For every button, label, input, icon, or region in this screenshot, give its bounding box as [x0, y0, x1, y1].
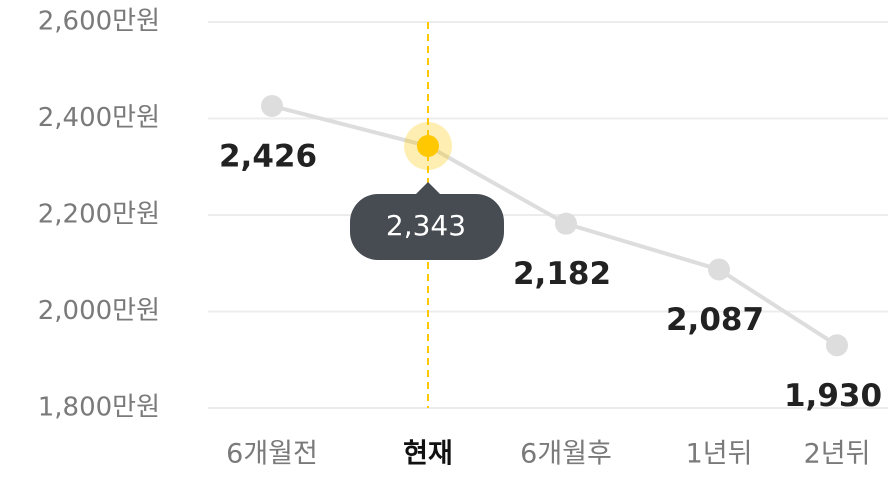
tooltip-label: 2,343	[386, 209, 466, 242]
y-tick-label: 2,200만원	[38, 200, 160, 230]
point	[708, 258, 730, 281]
point	[261, 94, 283, 117]
value-label: 2,426	[219, 138, 317, 174]
y-tick-label: 1,800만원	[38, 393, 160, 423]
x-tick-label: 6개월후	[520, 439, 612, 470]
x-tick-label: 2년뒤	[804, 439, 871, 470]
value-label: 1,930	[784, 378, 882, 414]
point	[417, 135, 439, 158]
x-tick-label: 1년뒤	[686, 439, 753, 470]
y-tick-label: 2,000만원	[38, 296, 160, 326]
point	[826, 334, 848, 357]
tooltip	[350, 182, 504, 261]
value-label: 2,182	[513, 256, 611, 292]
y-tick-label: 2,600만원	[38, 7, 160, 37]
x-tick-label: 현재	[403, 439, 453, 470]
y-tick-label: 2,400만원	[38, 103, 160, 133]
value-label: 2,087	[666, 302, 764, 338]
point	[555, 212, 577, 235]
x-tick-label: 6개월전	[226, 439, 318, 470]
